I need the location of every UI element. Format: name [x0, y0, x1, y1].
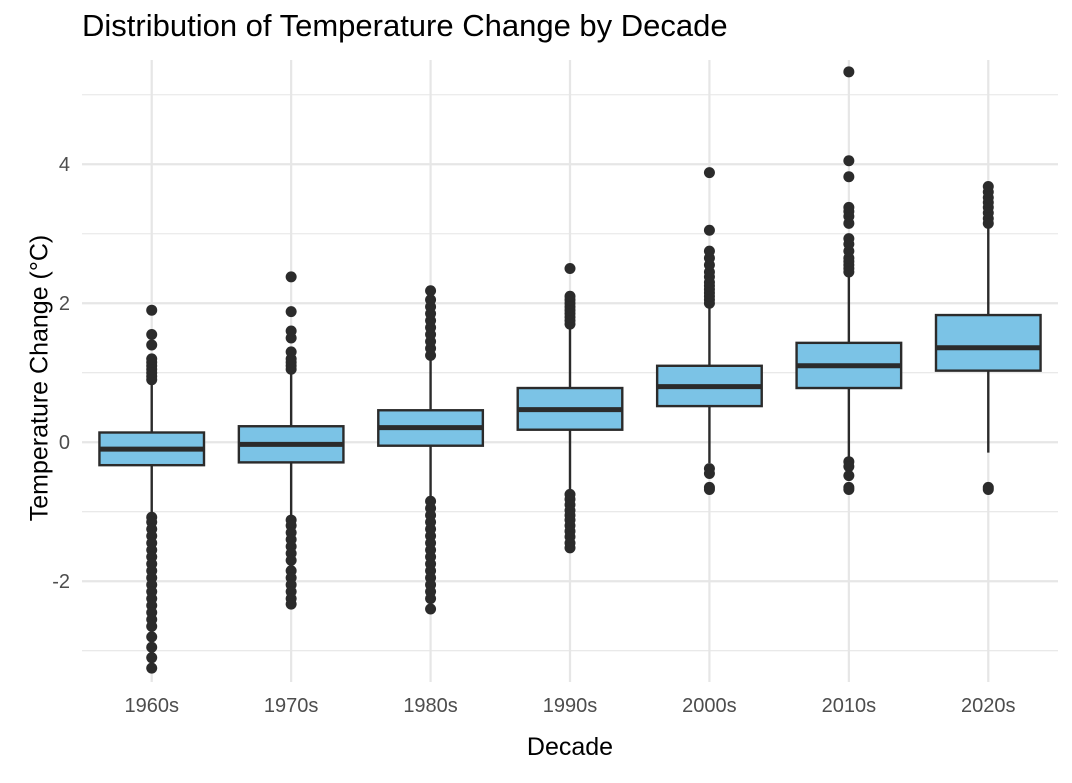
box-plot-series	[98, 66, 1042, 674]
x-tick-label: 1990s	[543, 695, 598, 717]
chart-title: Distribution of Temperature Change by De…	[82, 8, 728, 43]
outlier-point	[285, 306, 297, 318]
y-axis-label: Temperature Change (°C)	[25, 234, 54, 522]
outlier-point	[285, 325, 297, 337]
outlier-point	[425, 285, 437, 297]
box-2010s	[795, 66, 903, 495]
outlier-point	[843, 201, 855, 213]
outlier-point	[982, 483, 994, 495]
outlier-point	[703, 167, 715, 179]
y-tick-label: 2	[59, 293, 70, 315]
outlier-point	[146, 641, 158, 653]
outlier-point	[703, 483, 715, 495]
x-tick-label: 1980s	[403, 695, 458, 717]
y-tick-label: 4	[59, 154, 70, 176]
outlier-point	[146, 652, 158, 664]
outlier-point	[146, 304, 158, 316]
outlier-point	[146, 662, 158, 674]
x-tick-label: 1960s	[124, 695, 179, 717]
outlier-point	[843, 470, 855, 482]
outlier-point	[564, 262, 576, 274]
outlier-point	[843, 155, 855, 167]
outlier-point	[146, 339, 158, 351]
box-1970s	[237, 271, 345, 610]
x-tick-label: 1970s	[264, 695, 319, 717]
outlier-point	[564, 542, 576, 554]
outlier-point	[703, 224, 715, 236]
outlier-point	[285, 346, 297, 358]
outlier-point	[425, 603, 437, 615]
outlier-point	[703, 468, 715, 480]
axis-tick-labels: -2 0 2 4 1960s 1970s 1980s 1990s 2000s 2010s 2020s	[52, 154, 1015, 717]
iqr-box	[934, 313, 1042, 372]
outlier-point	[564, 290, 576, 302]
outlier-point	[843, 66, 855, 78]
outlier-point	[285, 271, 297, 283]
outlier-point	[425, 593, 437, 605]
box-1990s	[516, 262, 624, 554]
outlier-point	[843, 233, 855, 245]
outlier-point	[982, 180, 994, 192]
outlier-point	[285, 554, 297, 566]
outlier-point	[703, 245, 715, 257]
y-tick-label: -2	[52, 571, 70, 593]
outlier-point	[146, 329, 158, 341]
outlier-point	[843, 461, 855, 473]
outlier-point	[285, 598, 297, 610]
outlier-point	[146, 620, 158, 632]
box-1980s	[377, 285, 485, 615]
outlier-point	[843, 483, 855, 495]
x-tick-label: 2010s	[822, 695, 877, 717]
box-2000s	[655, 167, 763, 495]
x-tick-label: 2020s	[961, 695, 1016, 717]
outlier-point	[146, 353, 158, 365]
outlier-point	[843, 171, 855, 183]
x-tick-label: 2000s	[682, 695, 737, 717]
box-2020s	[934, 180, 1042, 495]
box-1960s	[98, 304, 206, 674]
y-tick-label: 0	[59, 432, 70, 454]
outlier-point	[146, 631, 158, 643]
x-axis-label: Decade	[526, 733, 614, 761]
outlier-point	[425, 294, 437, 306]
